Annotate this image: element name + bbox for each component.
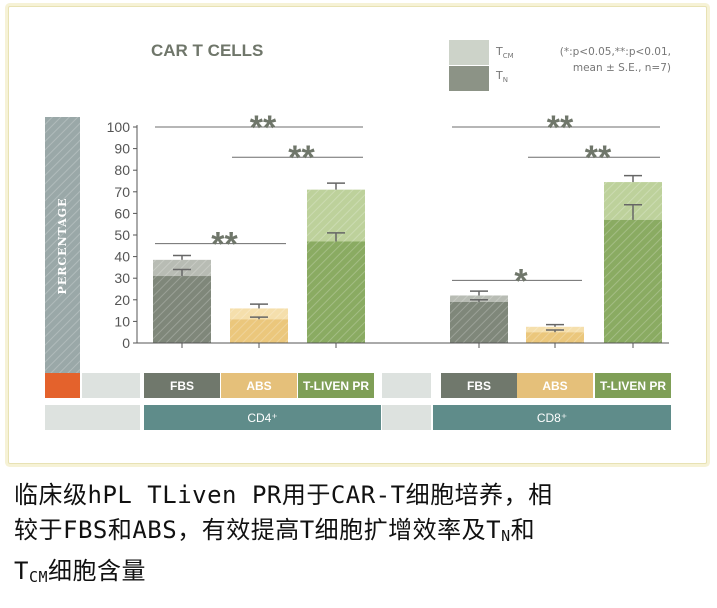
sig-label: ** (211, 226, 238, 264)
legend-label-tcm: TCM (495, 45, 514, 60)
bar-tn-hatch (526, 332, 584, 343)
category-label: ABS (542, 379, 567, 393)
ytick-label-10: 10 (114, 313, 130, 329)
caption-line-3b: 细胞含量 (48, 557, 147, 585)
caption-line-3: TCM细胞含量 (14, 554, 704, 595)
accent-block (45, 373, 80, 398)
bar-tcm-hatch (153, 259, 211, 277)
group-label: CD8⁺ (537, 411, 567, 425)
bar-tn-hatch (307, 241, 365, 343)
group-label: CD4⁺ (247, 411, 277, 425)
group-band (433, 405, 671, 430)
category-band (441, 373, 517, 398)
ytick-label-40: 40 (114, 249, 130, 265)
sig-label: ** (547, 109, 574, 147)
spacer-block (45, 405, 140, 430)
ylabel-band-hatch (45, 117, 80, 373)
legend-label-tn: TN (495, 69, 508, 84)
caption-sub-n: N (501, 527, 511, 545)
category-band (298, 373, 374, 398)
chart-card: CAR T CELLS TCM TN (*:p<0.05,**:p<0.01, mean… (8, 6, 707, 464)
chart: CAR T CELLS TCM TN (*:p<0.05,**:p<0.01, mean… (45, 40, 671, 430)
category-label: ABS (246, 379, 271, 393)
category-band (595, 373, 671, 398)
ytick-label-80: 80 (114, 162, 130, 178)
ytick-label-50: 50 (114, 227, 130, 243)
caption-line-1: 临床级hPL TLiven PR用于CAR-T细胞培养，相 (14, 481, 553, 509)
ytick-label-60: 60 (114, 205, 130, 221)
stat-note-line-2: mean ± S.E., n=7) (573, 62, 671, 74)
ytick-label-70: 70 (114, 184, 130, 200)
category-band (221, 373, 297, 398)
category-band (144, 373, 220, 398)
category-label: T-LIVEN PR (303, 379, 369, 393)
category-band (517, 373, 593, 398)
category-label: FBS (467, 379, 491, 393)
caption-line-2: 较于FBS和ABS，有效提高T细胞扩增效率及TN和 (14, 513, 704, 554)
sig-label: * (514, 262, 528, 300)
bar-tcm-hatch (450, 295, 508, 302)
caption-line-2a: 较于FBS和ABS，有效提高T细胞扩增效率及T (14, 516, 502, 544)
caption-t: T (14, 557, 29, 585)
spacer-block (82, 373, 140, 398)
group-band (144, 405, 381, 430)
stat-note-line-1: (*:p<0.05,**:p<0.01, (560, 46, 671, 58)
bar-tn-hatch (450, 301, 508, 343)
ytick-label-20: 20 (114, 292, 130, 308)
sig-label: ** (250, 109, 277, 147)
sig-label: ** (585, 139, 612, 177)
ytick-label-100: 100 (107, 119, 131, 135)
legend-swatch-tcm (449, 40, 489, 65)
chart-title: CAR T CELLS (151, 41, 263, 60)
caption-sub-cm: CM (28, 568, 49, 586)
sig-label: ** (288, 139, 315, 177)
ytick-label-90: 90 (114, 141, 130, 157)
ytick-label-0: 0 (122, 335, 130, 351)
bar-tcm-hatch (230, 308, 288, 320)
bar-tn-hatch (153, 276, 211, 343)
bar-tn-hatch (604, 219, 662, 343)
ytick-label-30: 30 (114, 270, 130, 286)
legend-swatch-tn (449, 66, 489, 91)
category-label: FBS (170, 379, 194, 393)
ylabel: PERCENTAGE (56, 198, 69, 295)
caption: 临床级hPL TLiven PR用于CAR-T细胞培养，相 较于FBS和ABS，… (14, 478, 704, 595)
caption-line-2b: 和 (510, 516, 536, 544)
bar-tn-hatch (230, 319, 288, 343)
category-label: T-LIVEN PR (600, 379, 666, 393)
spacer-block (382, 373, 431, 398)
spacer-block (382, 405, 431, 430)
